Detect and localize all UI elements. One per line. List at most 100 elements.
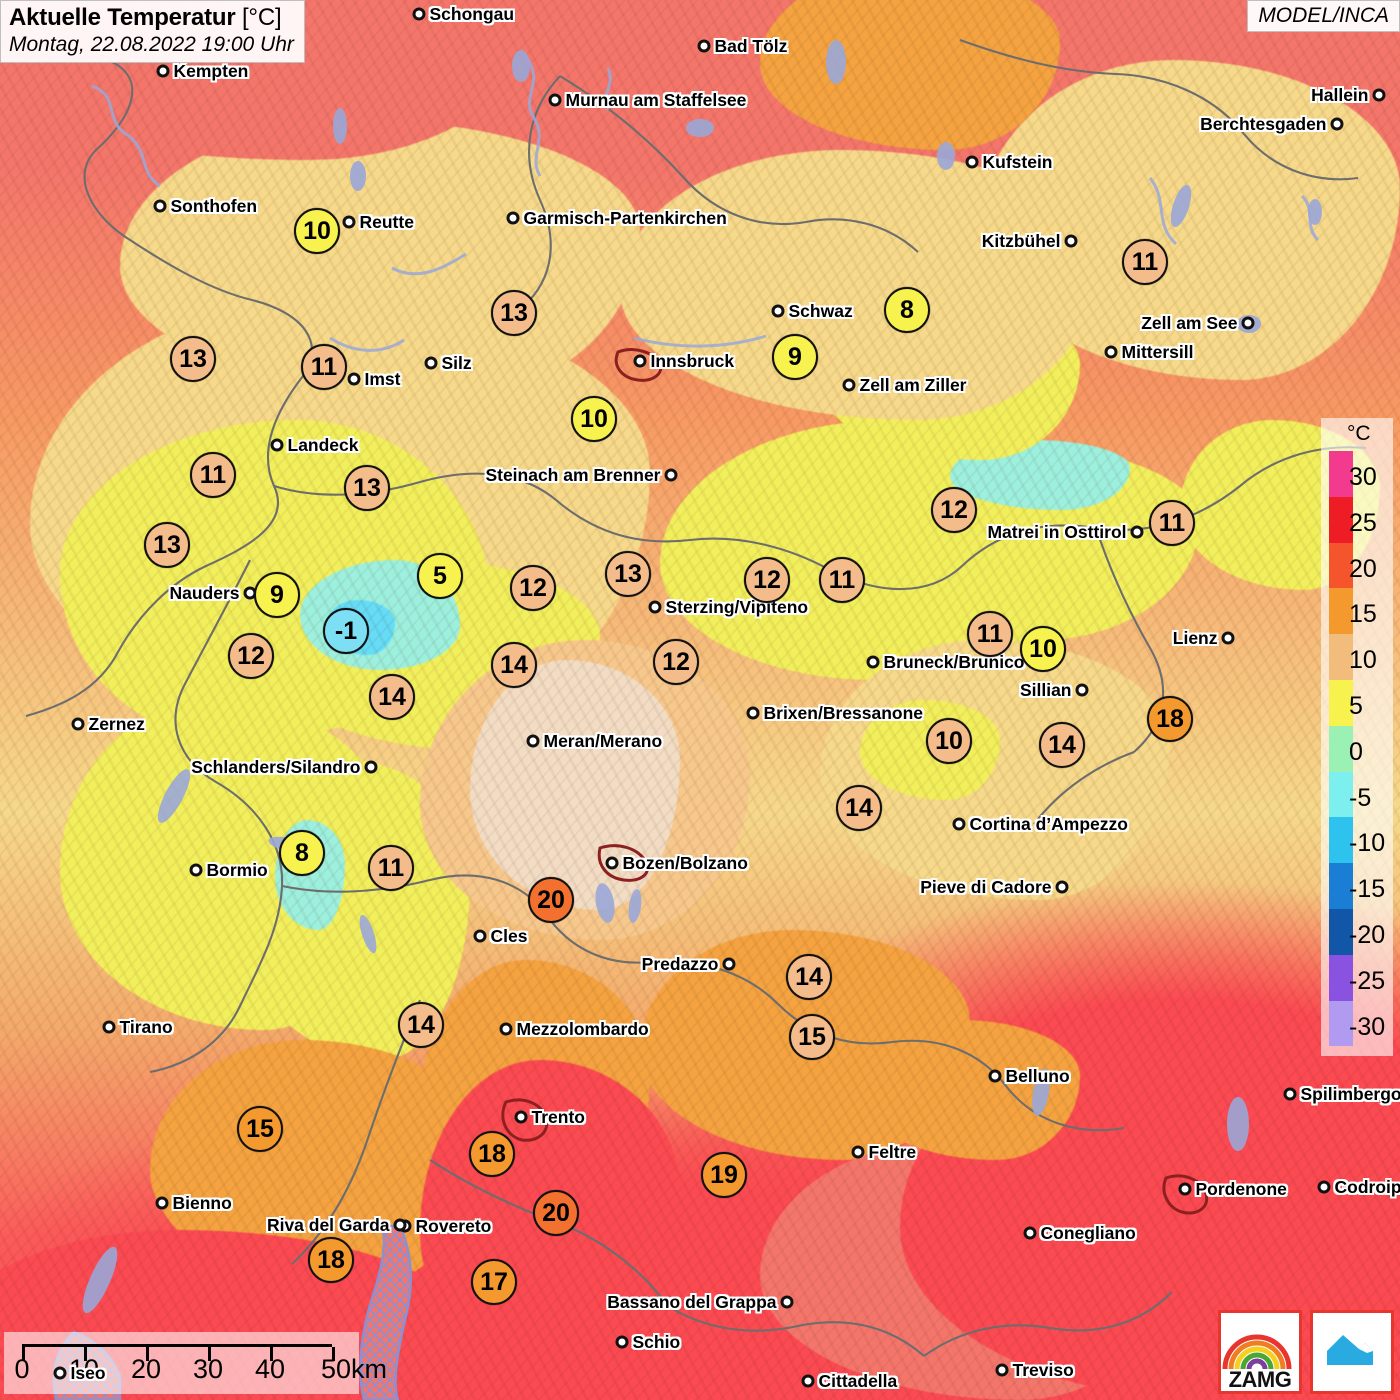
city-label: Lienz bbox=[1172, 627, 1218, 648]
temperature-station-marker[interactable]: 14 bbox=[491, 642, 537, 688]
city-label: Sonthofen bbox=[170, 195, 258, 216]
temperature-station-marker[interactable]: 11 bbox=[301, 344, 347, 390]
colorbar-tick-label: 0 bbox=[1349, 737, 1363, 766]
logo-row: ZAMG bbox=[1218, 1310, 1394, 1394]
temperature-station-marker[interactable]: 13 bbox=[144, 522, 190, 568]
temperature-station-marker[interactable]: 10 bbox=[1020, 626, 1066, 672]
temperature-station-marker[interactable]: 8 bbox=[884, 287, 930, 333]
city-label: Kufstein bbox=[982, 151, 1053, 172]
city-dot-icon bbox=[1064, 234, 1078, 248]
city-label: Kitzbühel bbox=[981, 230, 1061, 251]
city-dot-icon bbox=[156, 64, 170, 78]
city-marker: Mittersill bbox=[1104, 342, 1193, 362]
zamg-rainbow-logo[interactable]: ZAMG bbox=[1218, 1310, 1302, 1394]
temperature-station-marker[interactable]: 11 bbox=[1149, 500, 1195, 546]
temperature-station-marker[interactable]: 9 bbox=[772, 334, 818, 380]
city-marker: Riva del Garda bbox=[267, 1215, 407, 1235]
temperature-station-marker[interactable]: 14 bbox=[836, 785, 882, 831]
temperature-station-marker[interactable]: 13 bbox=[605, 551, 651, 597]
city-dot-icon bbox=[155, 1196, 169, 1210]
temperature-station-marker[interactable]: 11 bbox=[368, 845, 414, 891]
city-label: Garmisch-Partenkirchen bbox=[523, 207, 727, 228]
city-dot-icon bbox=[605, 856, 619, 870]
temperature-station-marker[interactable]: -1 bbox=[323, 608, 369, 654]
city-dot-icon bbox=[1283, 1087, 1297, 1101]
temperature-station-marker[interactable]: 14 bbox=[1039, 722, 1085, 768]
temperature-station-marker[interactable]: 10 bbox=[294, 208, 340, 254]
temperature-station-marker[interactable]: 8 bbox=[279, 830, 325, 876]
city-marker: Landeck bbox=[270, 435, 359, 455]
city-dot-icon bbox=[526, 734, 540, 748]
colorbar-band-20 bbox=[1329, 542, 1353, 589]
city-dot-icon bbox=[1330, 117, 1344, 131]
city-marker: Bormio bbox=[189, 860, 268, 880]
colorbar-strip bbox=[1329, 451, 1353, 1047]
title-main-text: Aktuelle Temperatur bbox=[9, 4, 236, 31]
temperature-station-marker[interactable]: 14 bbox=[398, 1002, 444, 1048]
city-marker: Brixen/Bressanone bbox=[746, 703, 923, 723]
city-dot-icon bbox=[995, 1363, 1009, 1377]
temperature-station-marker[interactable]: 19 bbox=[701, 1152, 747, 1198]
temperature-station-marker[interactable]: 11 bbox=[1122, 239, 1168, 285]
temperature-station-marker[interactable]: 10 bbox=[926, 718, 972, 764]
city-marker: Lienz bbox=[1173, 628, 1235, 648]
colorbar-band--10 bbox=[1329, 817, 1353, 864]
temperature-station-marker[interactable]: 12 bbox=[653, 639, 699, 685]
scale-tick bbox=[22, 1347, 25, 1361]
city-dot-icon bbox=[952, 817, 966, 831]
temperature-station-marker[interactable]: 17 bbox=[471, 1259, 517, 1305]
city-marker: Schongau bbox=[412, 4, 514, 24]
city-dot-icon bbox=[722, 957, 736, 971]
city-marker: Kitzbühel bbox=[982, 231, 1078, 251]
temperature-station-marker[interactable]: 14 bbox=[369, 674, 415, 720]
city-label: Meran/Merano bbox=[543, 730, 663, 751]
temperature-station-marker[interactable]: 18 bbox=[1147, 696, 1193, 742]
city-label: Zell am Ziller bbox=[859, 374, 967, 395]
city-label: Brixen/Bressanone bbox=[763, 702, 924, 723]
city-dot-icon bbox=[851, 1145, 865, 1159]
temperature-station-marker[interactable]: 9 bbox=[254, 572, 300, 618]
city-dot-icon bbox=[1075, 683, 1089, 697]
temperature-station-marker[interactable]: 20 bbox=[528, 877, 574, 923]
temperature-station-marker[interactable]: 15 bbox=[789, 1014, 835, 1060]
city-marker: Cortina d’Ampezzo bbox=[952, 814, 1128, 834]
temperature-station-marker[interactable]: 11 bbox=[190, 452, 236, 498]
temperature-station-marker[interactable]: 11 bbox=[819, 557, 865, 603]
temperature-station-marker[interactable]: 18 bbox=[308, 1237, 354, 1283]
city-dot-icon bbox=[1178, 1182, 1192, 1196]
temperature-station-marker[interactable]: 13 bbox=[491, 290, 537, 336]
city-marker: Bad Tölz bbox=[697, 36, 787, 56]
temperature-station-marker[interactable]: 5 bbox=[417, 553, 463, 599]
temperature-station-marker[interactable]: 14 bbox=[786, 954, 832, 1000]
city-dot-icon bbox=[1055, 880, 1069, 894]
temperature-station-marker[interactable]: 13 bbox=[170, 336, 216, 382]
temperature-station-marker[interactable]: 10 bbox=[571, 396, 617, 442]
city-label: Nauders bbox=[169, 582, 240, 603]
temperature-station-marker[interactable]: 12 bbox=[228, 633, 274, 679]
city-dot-icon bbox=[866, 655, 880, 669]
colorbar-band--20 bbox=[1329, 908, 1353, 955]
city-label: Bruneck/Brunico bbox=[883, 651, 1025, 672]
temperature-station-marker[interactable]: 12 bbox=[931, 487, 977, 533]
temperature-station-marker[interactable]: 12 bbox=[744, 557, 790, 603]
city-label: Mittersill bbox=[1121, 341, 1194, 362]
city-dot-icon bbox=[1372, 88, 1386, 102]
city-marker: Imst bbox=[347, 369, 400, 389]
temperature-station-marker[interactable]: 12 bbox=[510, 565, 556, 611]
geosphere-mountain-logo[interactable] bbox=[1310, 1310, 1394, 1394]
city-label: Tirano bbox=[119, 1016, 173, 1037]
temperature-station-marker[interactable]: 11 bbox=[967, 611, 1013, 657]
temperature-station-marker[interactable]: 15 bbox=[237, 1106, 283, 1152]
city-label: Codroipo bbox=[1334, 1176, 1400, 1197]
city-marker: Murnau am Staffelsee bbox=[548, 90, 746, 110]
colorbar-tick-label: 20 bbox=[1349, 554, 1377, 583]
city-marker: Bienno bbox=[155, 1193, 232, 1213]
scale-label: 40 bbox=[254, 1354, 286, 1384]
temperature-station-marker[interactable]: 20 bbox=[533, 1190, 579, 1236]
colorbar-band--25 bbox=[1329, 954, 1353, 1001]
temperature-station-marker[interactable]: 18 bbox=[469, 1131, 515, 1177]
city-label: Schio bbox=[632, 1331, 681, 1352]
city-dot-icon bbox=[71, 717, 85, 731]
city-label: Zell am See bbox=[1141, 312, 1238, 333]
temperature-station-marker[interactable]: 13 bbox=[344, 465, 390, 511]
